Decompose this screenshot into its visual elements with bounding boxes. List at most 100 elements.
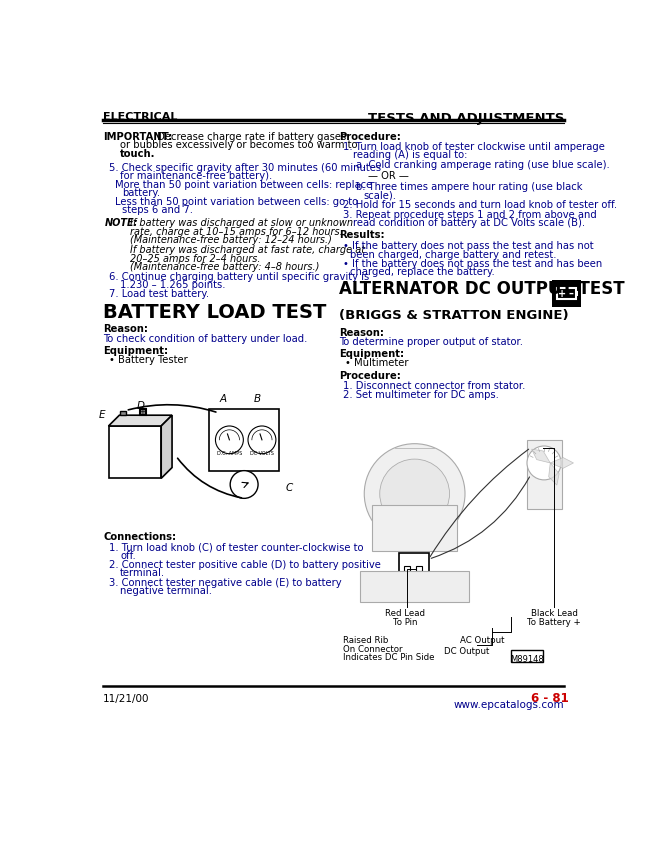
Text: Results:: Results: <box>339 231 384 241</box>
Text: 2. Hold for 15 seconds and turn load knob of tester off.: 2. Hold for 15 seconds and turn load kno… <box>342 200 616 210</box>
Polygon shape <box>550 457 574 468</box>
Text: +: + <box>558 289 566 299</box>
Bar <box>557 288 576 299</box>
Bar <box>139 409 146 415</box>
Text: If battery was discharged at slow or unknown: If battery was discharged at slow or unk… <box>130 218 353 228</box>
Text: been charged, charge battery and retest.: been charged, charge battery and retest. <box>350 249 556 259</box>
Bar <box>361 571 469 601</box>
Text: negative terminal.: negative terminal. <box>120 586 212 596</box>
Text: • Battery Tester: • Battery Tester <box>109 355 188 365</box>
Text: D.C. AMPS: D.C. AMPS <box>217 451 242 456</box>
Text: 1. Turn load knob of tester clockwise until amperage: 1. Turn load knob of tester clockwise un… <box>342 141 604 152</box>
Text: 1.230 – 1.265 points.: 1.230 – 1.265 points. <box>120 280 226 290</box>
Text: To Battery +: To Battery + <box>527 618 581 626</box>
Text: E: E <box>99 410 105 420</box>
Bar <box>404 566 410 571</box>
Text: ALTERNATOR DC OUTPUT TEST: ALTERNATOR DC OUTPUT TEST <box>339 280 624 298</box>
Text: ELECTRICAL: ELECTRICAL <box>103 112 178 122</box>
Text: C: C <box>285 482 292 493</box>
Polygon shape <box>549 463 559 485</box>
Polygon shape <box>532 449 550 463</box>
Bar <box>511 650 544 662</box>
Circle shape <box>365 444 465 544</box>
Text: 5. Check specific gravity after 30 minutes (60 minutes: 5. Check specific gravity after 30 minut… <box>109 163 381 173</box>
Text: Reason:: Reason: <box>103 324 148 334</box>
Text: 3. Repeat procedure steps 1 and 2 from above and: 3. Repeat procedure steps 1 and 2 from a… <box>342 210 596 220</box>
Text: 1. Turn load knob (C) of tester counter-clockwise to: 1. Turn load knob (C) of tester counter-… <box>109 542 364 552</box>
Text: www.epcatalogs.com: www.epcatalogs.com <box>454 700 564 710</box>
Text: (Maintenance-free battery: 4–8 hours.): (Maintenance-free battery: 4–8 hours.) <box>130 262 320 272</box>
Text: To determine proper output of stator.: To determine proper output of stator. <box>339 338 523 348</box>
Circle shape <box>215 426 243 454</box>
Text: Raised Rib: Raised Rib <box>342 637 388 645</box>
Text: steps 6 and 7.: steps 6 and 7. <box>122 205 193 215</box>
Text: B: B <box>254 394 261 403</box>
Bar <box>416 566 422 571</box>
Polygon shape <box>109 415 172 426</box>
Bar <box>527 440 562 509</box>
Text: or bubbles excessively or becomes too warm to: or bubbles excessively or becomes too wa… <box>120 141 357 151</box>
Text: reading (A) is equal to:: reading (A) is equal to: <box>353 151 467 160</box>
Text: read condition of battery at DC Volts scale (B).: read condition of battery at DC Volts sc… <box>353 218 585 228</box>
Text: M89148: M89148 <box>510 655 544 664</box>
Text: D: D <box>137 401 145 411</box>
Text: On Connector: On Connector <box>342 645 402 653</box>
Text: 11/21/00: 11/21/00 <box>103 694 150 704</box>
Text: rate, charge at 10–15 amps for 6–12 hours.: rate, charge at 10–15 amps for 6–12 hour… <box>130 226 343 237</box>
Circle shape <box>248 426 276 454</box>
Text: Connections:: Connections: <box>103 532 176 542</box>
Text: for maintenance-free battery).: for maintenance-free battery). <box>120 171 272 181</box>
Text: a. Cold cranking amperage rating (use blue scale).: a. Cold cranking amperage rating (use bl… <box>355 160 609 169</box>
Text: 6 - 81: 6 - 81 <box>531 692 568 706</box>
Text: • Multimeter: • Multimeter <box>345 358 408 368</box>
Text: BATTERY LOAD TEST: BATTERY LOAD TEST <box>103 303 326 322</box>
Text: A: A <box>219 394 227 403</box>
Text: +: + <box>140 409 146 415</box>
Text: 2. Set multimeter for DC amps.: 2. Set multimeter for DC amps. <box>342 390 499 400</box>
Text: Equipment:: Equipment: <box>339 349 404 359</box>
Circle shape <box>380 459 449 529</box>
Text: touch.: touch. <box>120 149 156 159</box>
Text: More than 50 point variation between cells: replace: More than 50 point variation between cel… <box>115 179 372 189</box>
Text: NOTE:: NOTE: <box>105 218 138 228</box>
Text: terminal.: terminal. <box>120 568 165 578</box>
Text: 7. Load test battery.: 7. Load test battery. <box>109 289 210 299</box>
Text: IMPORTANT:: IMPORTANT: <box>103 132 173 141</box>
Text: DC Output: DC Output <box>444 647 490 656</box>
Text: charged, replace the battery.: charged, replace the battery. <box>350 268 494 277</box>
Text: Black Lead: Black Lead <box>531 610 577 618</box>
Text: Decrease charge rate if battery gases: Decrease charge rate if battery gases <box>154 132 346 141</box>
Text: Red Lead: Red Lead <box>385 610 425 618</box>
Text: Less than 50 point variation between cells: go to: Less than 50 point variation between cel… <box>115 196 358 206</box>
Text: To check condition of battery under load.: To check condition of battery under load… <box>103 333 307 344</box>
Text: AC Output: AC Output <box>460 637 504 645</box>
Circle shape <box>527 446 561 480</box>
Text: 3. Connect tester negative cable (E) to battery: 3. Connect tester negative cable (E) to … <box>109 578 342 588</box>
Circle shape <box>230 471 258 498</box>
Bar <box>372 505 457 552</box>
Bar <box>399 553 428 574</box>
Text: off.: off. <box>120 551 136 561</box>
Text: (Maintenance-free battery: 12–24 hours.): (Maintenance-free battery: 12–24 hours.) <box>130 235 332 245</box>
Text: • If the battery does not pass the test and has been: • If the battery does not pass the test … <box>342 258 602 269</box>
Text: Procedure:: Procedure: <box>339 132 400 141</box>
Bar <box>209 409 279 471</box>
Text: Indicates DC Pin Side: Indicates DC Pin Side <box>342 653 434 662</box>
Text: 6. Continue charging battery until specific gravity is: 6. Continue charging battery until speci… <box>109 272 370 282</box>
Bar <box>576 291 578 296</box>
Text: b. Three times ampere hour rating (use black: b. Three times ampere hour rating (use b… <box>355 182 582 192</box>
Text: If battery was discharged at fast rate, charge at: If battery was discharged at fast rate, … <box>130 245 365 255</box>
Text: –: – <box>569 289 574 299</box>
Text: DC VOLTS: DC VOLTS <box>250 451 274 456</box>
Text: 1. Disconnect connector from stator.: 1. Disconnect connector from stator. <box>342 381 525 391</box>
Text: Reason:: Reason: <box>339 328 383 338</box>
Text: scale).: scale). <box>363 190 396 200</box>
Text: 2. Connect tester positive cable (D) to battery positive: 2. Connect tester positive cable (D) to … <box>109 560 381 570</box>
Text: — OR —: — OR — <box>368 171 409 181</box>
Polygon shape <box>161 415 172 478</box>
Text: (BRIGGS & STRATTON ENGINE): (BRIGGS & STRATTON ENGINE) <box>339 309 568 322</box>
Text: TESTS AND ADJUSTMENTS: TESTS AND ADJUSTMENTS <box>368 112 564 125</box>
Text: battery.: battery. <box>122 188 161 198</box>
Text: Procedure:: Procedure: <box>339 370 400 381</box>
Bar <box>109 426 161 478</box>
